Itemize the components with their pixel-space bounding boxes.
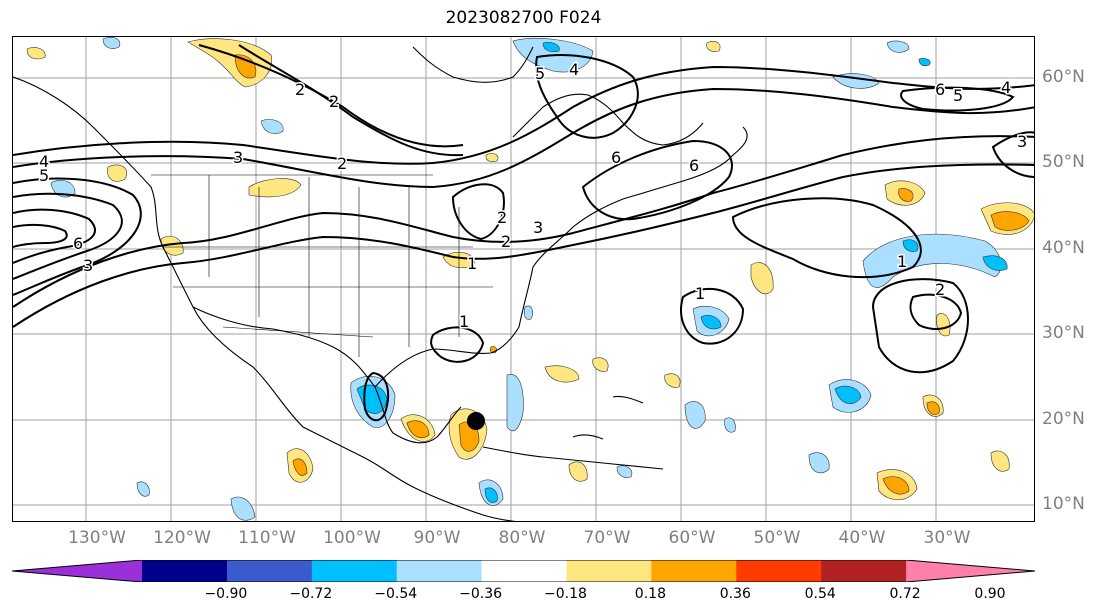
lon-label: 100°W [323,528,381,548]
contour-label: 3 [533,218,543,237]
contour-label: 6 [73,234,83,253]
storm-position-marker [467,412,485,430]
lat-label: 30°N [1042,323,1085,343]
lat-label: 60°N [1042,67,1085,87]
contour-lines [13,44,1034,422]
colorbar-tick-label: −0.54 [374,586,418,602]
colorbar-tick-label: 0.90 [974,586,1006,602]
colorbar-segments [12,560,1035,582]
colorbar-segment [651,560,737,582]
lat-label: 10°N [1042,494,1085,514]
colorbar-segment [142,560,228,582]
contour-label: 6 [689,156,699,175]
map-title: 2023082700 F024 [445,8,602,28]
contour-label: 1 [467,254,477,273]
contour-label: 2 [501,232,511,251]
contour-label: 1 [459,312,469,331]
lon-label: 90°W [413,528,461,548]
contour-label: 6 [935,80,945,99]
colorbar-segment [396,560,483,582]
positive-anomaly-patches [26,38,1034,501]
colorbar-tick-label: −0.18 [544,586,587,602]
colorbar-segment [566,560,652,582]
colorbar-tick-label: 0.36 [719,586,751,602]
contour-label: 2 [295,80,305,99]
colorbar-tick-label: −0.90 [204,586,248,602]
lon-label: 110°W [238,528,296,548]
contour-label: 4 [1001,78,1011,97]
lon-label: 70°W [583,528,631,548]
contour-label: 6 [611,148,621,167]
colorbar-extend-max [906,560,1035,582]
colorbar [12,560,1036,582]
contour-label: 3 [83,256,93,275]
colorbar-segment [821,560,907,582]
lon-label: 40°W [838,528,886,548]
colorbar-tick-label: 0.72 [889,586,921,602]
lon-label: 50°W [753,528,801,548]
colorbar-segment [736,560,822,582]
lat-label: 20°N [1042,409,1085,429]
contour-label: 3 [233,148,243,167]
coastlines [13,46,748,521]
contour-label: 2 [497,208,507,227]
lon-label: 80°W [498,528,546,548]
contour-label: 2 [337,154,347,173]
colorbar-segment [311,560,398,582]
lon-label: 60°W [668,528,716,548]
colorbar-segment [481,560,567,582]
colorbar-tick-label: 0.18 [634,586,666,602]
contour-label: 4 [569,60,579,79]
negative-anomaly-patches [50,37,1008,521]
lat-label: 40°N [1042,238,1085,258]
contour-label: 1 [897,252,907,271]
colorbar-tick-label: −0.72 [289,586,333,602]
colorbar-tick-label: −0.36 [459,586,503,602]
contour-label: 5 [953,86,963,105]
colorbar-extend-min [12,560,142,582]
lon-label: 130°W [68,528,126,548]
lat-label: 50°N [1042,152,1085,172]
graticule [13,37,1034,521]
contour-label: 4 [39,152,49,171]
colorbar-tick-label: 0.54 [804,586,836,602]
contour-label: 2 [935,280,945,299]
contour-label: 3 [1017,132,1027,151]
political-borders [151,174,493,357]
contour-label: 5 [535,64,545,83]
contour-labels: 2 2 3 4 5 6 3 5 4 6 2 3 1 2 1 1 2 6 5 4 … [38,59,1029,333]
map-canvas: 2 2 3 4 5 6 3 5 4 6 2 3 1 2 1 1 2 6 5 4 … [13,37,1034,521]
contour-label: 2 [329,92,339,111]
contour-label: 5 [39,166,49,185]
colorbar-segment [226,560,313,582]
contour-label: 1 [695,284,705,303]
map-panel: 2 2 3 4 5 6 3 5 4 6 2 3 1 2 1 1 2 6 5 4 … [12,36,1035,522]
lon-label: 30°W [923,528,971,548]
lon-label: 120°W [153,528,211,548]
